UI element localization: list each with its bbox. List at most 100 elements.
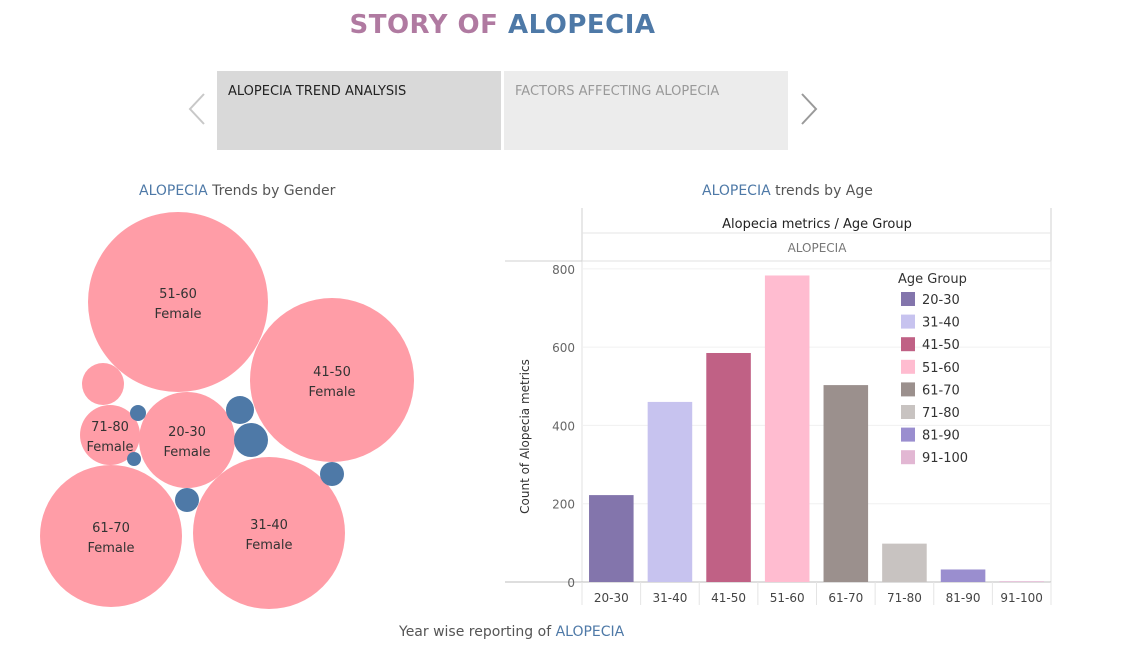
bubble-female: 61-70 Female <box>40 465 182 607</box>
bubble-circle <box>80 405 140 465</box>
gender-chart-title: ALOPECIA Trends by Gender <box>139 183 335 199</box>
tab-label: ALOPECIA TREND ANALYSIS <box>228 84 407 99</box>
legend-swatch <box>901 427 915 442</box>
bubble-male <box>130 405 146 421</box>
bubble-male <box>320 462 344 486</box>
bubble-circle <box>139 392 235 488</box>
bubble-age-label: 20-30 <box>168 425 206 440</box>
legend-swatch <box>901 405 915 419</box>
age-bar-chart: Alopecia metrics / Age Group ALOPECIA 0 200… <box>505 208 1052 605</box>
bubble-gender-label: Female <box>308 385 355 400</box>
legend-item-label: 20-30 <box>922 293 960 308</box>
bubble-circle <box>320 462 344 486</box>
legend-item-label: 81-90 <box>922 429 960 444</box>
legend-swatch <box>901 359 915 374</box>
bubble-gender-label: Female <box>87 541 134 556</box>
bubble-gender-label: Female <box>163 445 210 460</box>
gender-title-accent: ALOPECIA <box>139 183 208 199</box>
bubble-age-label: 71-80 <box>91 420 129 435</box>
bar-91-100[interactable] <box>999 581 1044 582</box>
legend-swatch <box>901 292 915 306</box>
bubble-female: 71-80 Female <box>80 405 140 465</box>
story-title-part1: STORY OF <box>349 10 508 40</box>
bar-61-70[interactable] <box>823 385 869 582</box>
bar-71-80[interactable] <box>882 543 927 582</box>
legend-age-group: Age Group 20-30 31-40 41-50 51-60 61-70 71-80 8… <box>898 272 968 466</box>
legend-item-label: 31-40 <box>922 316 960 331</box>
next-story-point-button[interactable] <box>798 92 820 126</box>
legend-swatch <box>901 382 915 397</box>
chart-subtitle: ALOPECIA <box>788 241 848 255</box>
bubble-gender-label: Female <box>86 440 133 455</box>
story-title-part2: ALOPECIA <box>507 10 656 40</box>
bar-51-60[interactable] <box>764 275 810 582</box>
bubble-gender-label: Female <box>154 307 201 322</box>
x-tick-label: 71-80 <box>887 591 922 605</box>
bubble-age-label: 31-40 <box>250 518 288 533</box>
bubble-age-label: 51-60 <box>159 287 197 302</box>
bubble-female: 51-60 Female <box>88 212 268 392</box>
bubble-female: 20-30 Female <box>139 392 235 488</box>
legend-swatch <box>901 314 915 329</box>
bar-41-50[interactable] <box>706 352 751 582</box>
age-chart-title: ALOPECIA trends by Age <box>702 183 873 199</box>
gender-bubble-chart: 51-60 Female 41-50 Female 20-30 Female 71-80 Fe… <box>40 212 414 609</box>
bubble-circle <box>88 212 268 392</box>
bubble-circle <box>130 405 146 421</box>
bubble-male <box>127 452 141 466</box>
tab-label: FACTORS AFFECTING ALOPECIA <box>515 84 720 99</box>
x-tick-label: 91-100 <box>1000 591 1043 605</box>
legend-swatch <box>901 337 915 352</box>
bubble-circle <box>226 396 254 424</box>
bar-31-40[interactable] <box>647 401 693 582</box>
footer-title-accent: ALOPECIA <box>555 624 625 640</box>
x-tick-label: 61-70 <box>828 591 863 605</box>
y-tick-label: 0 <box>567 576 575 590</box>
chevron-right-icon <box>801 93 818 125</box>
bubble-circle <box>193 457 345 609</box>
x-tick-label: 81-90 <box>946 591 981 605</box>
bubble-male <box>234 423 268 457</box>
bubble-female: 31-40 Female <box>193 457 345 609</box>
bubble-male <box>175 488 199 512</box>
y-tick-label: 400 <box>552 419 575 433</box>
y-tick-label: 600 <box>552 341 575 355</box>
bar-81-90[interactable] <box>940 569 986 582</box>
bubble-circle <box>175 488 199 512</box>
bubble-female: 41-50 Female <box>250 298 414 462</box>
bubble-circle <box>40 465 182 607</box>
bubble-male <box>226 396 254 424</box>
gender-title-rest: Trends by Gender <box>207 183 336 199</box>
previous-story-point-button[interactable] <box>186 92 208 126</box>
x-tick-label: 41-50 <box>711 591 746 605</box>
tab-factors-affecting-alopecia[interactable]: FACTORS AFFECTING ALOPECIA <box>504 71 788 150</box>
bubble-circle <box>234 423 268 457</box>
bubble-gender-label: Female <box>245 538 292 553</box>
year-wise-reporting-title: Year wise reporting of ALOPECIA <box>399 624 624 640</box>
age-title-rest: trends by Age <box>770 183 873 199</box>
legend-item-label: 51-60 <box>922 361 960 376</box>
bar-20-30[interactable] <box>589 495 634 582</box>
legend-title: Age Group <box>898 272 967 287</box>
chevron-left-icon <box>188 93 205 125</box>
x-tick-label: 31-40 <box>653 591 688 605</box>
legend-swatch <box>901 450 915 465</box>
bubble-age-label: 41-50 <box>313 365 351 380</box>
footer-title-rest: Year wise reporting of <box>399 624 556 640</box>
x-tick-label: 20-30 <box>594 591 629 605</box>
legend-item-label: 71-80 <box>922 406 960 421</box>
chart-title: Alopecia metrics / Age Group <box>722 217 912 232</box>
bubble-age-label: 61-70 <box>92 521 130 536</box>
tab-alopecia-trend-analysis[interactable]: ALOPECIA TREND ANALYSIS <box>217 71 501 150</box>
bubble-circle <box>127 452 141 466</box>
bubble-female <box>82 363 124 405</box>
x-tick-label: 51-60 <box>770 591 805 605</box>
bubble-circle <box>82 363 124 405</box>
legend-item-label: 41-50 <box>922 338 960 353</box>
y-axis-label: Count of Alopecia metrics <box>518 359 532 514</box>
legend-item-label: 91-100 <box>922 451 968 466</box>
story-title: STORY OF ALOPECIA <box>0 10 1005 40</box>
bubble-circle <box>250 298 414 462</box>
age-title-accent: ALOPECIA <box>702 183 771 199</box>
